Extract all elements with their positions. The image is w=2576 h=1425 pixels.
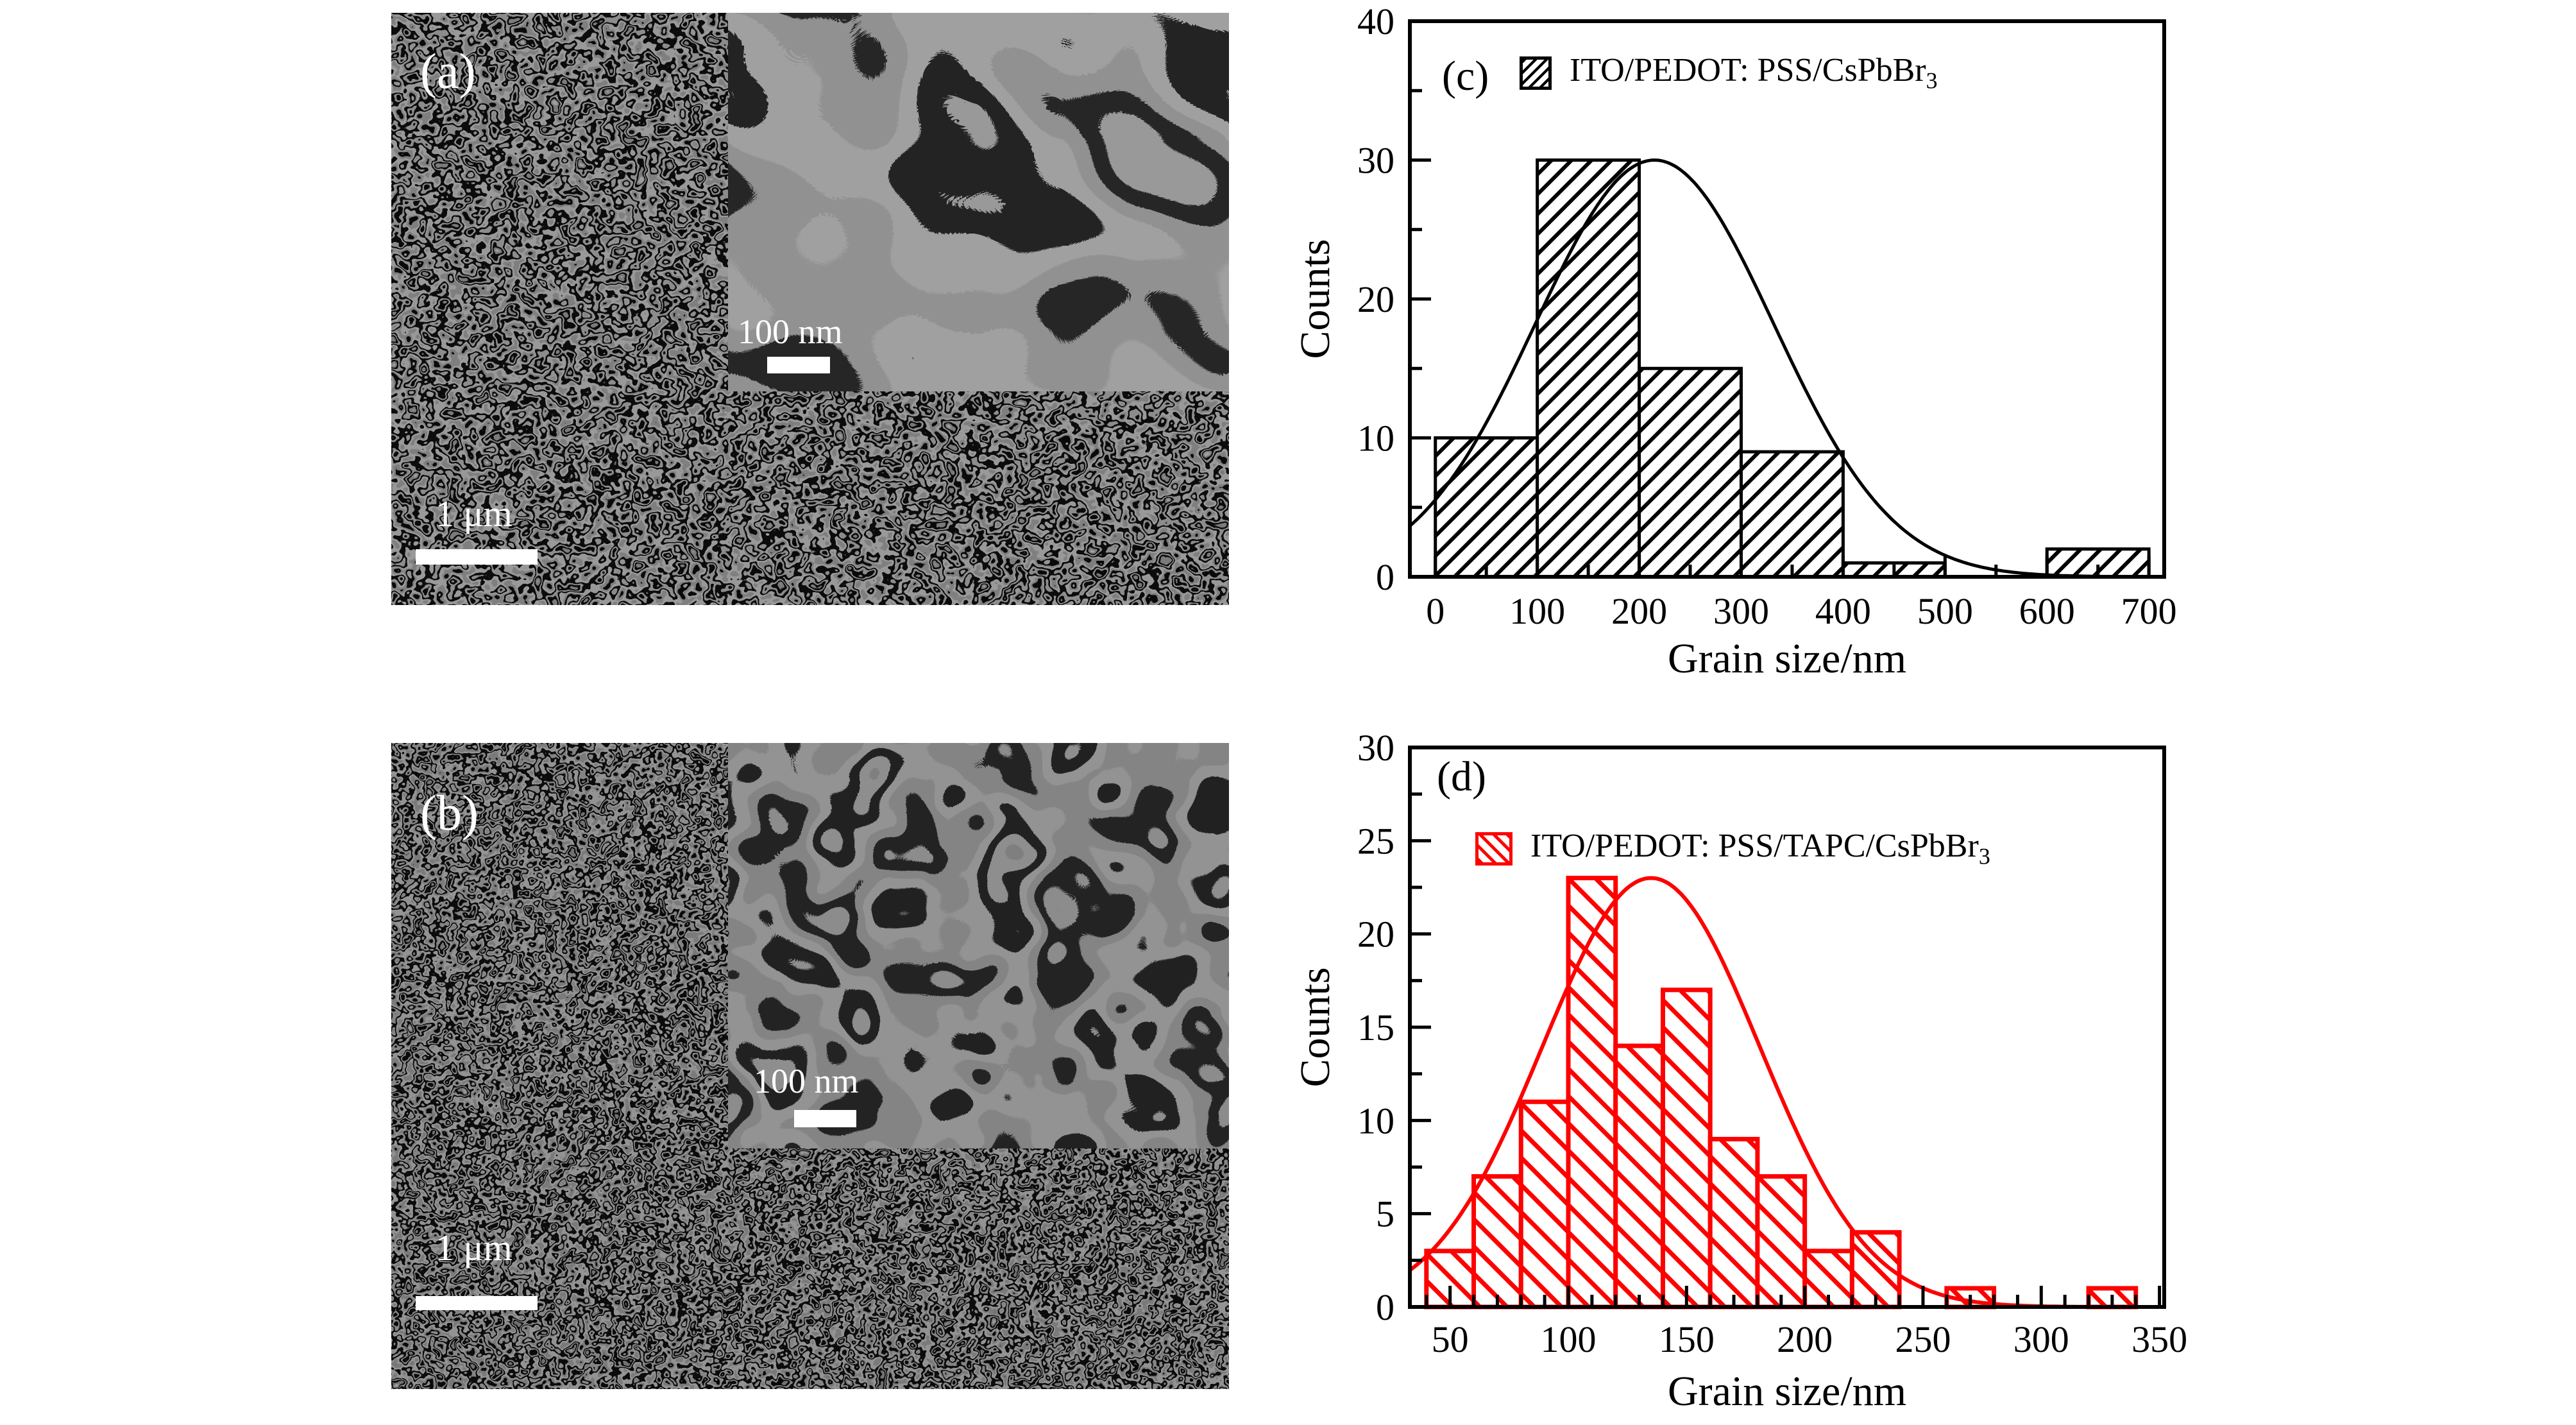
histogram-bar bbox=[1638, 366, 1743, 579]
x-tick-label: 50 bbox=[1432, 1318, 1469, 1360]
y-tick-label: 15 bbox=[1357, 1007, 1394, 1048]
y-tick-label: 30 bbox=[1357, 140, 1394, 182]
plot-frame bbox=[1408, 746, 2166, 1309]
histogram-chart-d: 50 100 150 200 250 300 350 0 5 10 15 20 25 30 Grain si… bbox=[1292, 727, 2187, 1415]
tick-labels: 0 100 200 300 400 500 600 700 0 10 20 30 40 bbox=[1357, 1, 2177, 632]
axis-ticks bbox=[1412, 19, 2151, 579]
sem-texture-a bbox=[391, 13, 1229, 605]
y-tick-label: 0 bbox=[1376, 556, 1394, 598]
y-tick-label: 20 bbox=[1357, 914, 1394, 955]
histogram-bar bbox=[1434, 436, 1539, 579]
chart-d-panel-label: (d) bbox=[1437, 753, 1486, 800]
x-tick-label: 100 bbox=[1540, 1318, 1596, 1360]
y-tick-label: 10 bbox=[1357, 418, 1394, 459]
x-tick-label: 300 bbox=[2013, 1318, 2069, 1360]
chart-d-legend-label-subscript: 3 bbox=[1978, 843, 1990, 869]
histogram-bar bbox=[1660, 987, 1713, 1310]
histogram-bar bbox=[1471, 1174, 1523, 1310]
histogram-bar bbox=[1707, 1136, 1760, 1310]
y-tick-label: 25 bbox=[1357, 820, 1394, 862]
y-tick-label: 0 bbox=[1376, 1286, 1394, 1328]
x-tick-label: 0 bbox=[1426, 590, 1445, 632]
histogram-bar bbox=[1566, 875, 1618, 1310]
x-tick-label: 600 bbox=[2019, 590, 2075, 632]
y-tick-label: 5 bbox=[1376, 1193, 1394, 1235]
x-tick-label: 200 bbox=[1611, 590, 1667, 632]
panel-b-scalebar-label: 1 μm bbox=[436, 1227, 513, 1268]
histogram-bar bbox=[1518, 1099, 1571, 1310]
histogram-bar bbox=[1755, 1174, 1808, 1310]
x-tick-label: 500 bbox=[1917, 590, 1973, 632]
x-tick-label: 700 bbox=[2121, 590, 2177, 632]
x-tick-label: 250 bbox=[1895, 1318, 1951, 1360]
sem-a-inset-grains bbox=[728, 13, 1229, 391]
x-tick-label: 400 bbox=[1815, 590, 1871, 632]
panel-a-inset-scalebar-label: 100 nm bbox=[738, 312, 843, 351]
y-axis-label: Counts bbox=[1292, 967, 1339, 1087]
x-axis-label: Grain size/nm bbox=[1668, 635, 1906, 682]
chart-d-legend-swatch bbox=[1475, 832, 1513, 866]
x-tick-label: 100 bbox=[1509, 590, 1565, 632]
panel-a-inset-scalebar bbox=[767, 357, 830, 373]
x-tick-label: 300 bbox=[1713, 590, 1769, 632]
chart-d-legend-label-text: ITO/PEDOT: PSS/TAPC/CsPbBr bbox=[1530, 828, 1979, 864]
panel-a-scalebar-label: 1 μm bbox=[436, 493, 513, 534]
chart-c-legend-label: ITO/PEDOT: PSS/CsPbBr3 bbox=[1570, 54, 1938, 92]
chart-c-legend-label-subscript: 3 bbox=[1926, 67, 1938, 94]
y-tick-label: 40 bbox=[1357, 1, 1394, 42]
x-tick-label: 200 bbox=[1777, 1318, 1833, 1360]
y-axis-label: Counts bbox=[1292, 239, 1339, 359]
histogram-bar bbox=[1613, 1043, 1665, 1310]
chart-c-legend-label-text: ITO/PEDOT: PSS/CsPbBr bbox=[1570, 52, 1926, 89]
plot-frame bbox=[1408, 19, 2166, 579]
sem-image-a: (a) 1 μm 100 nm bbox=[391, 13, 1229, 605]
chart-d-legend-label: ITO/PEDOT: PSS/TAPC/CsPbBr3 bbox=[1530, 828, 1990, 869]
chart-c-panel-label: (c) bbox=[1442, 53, 1489, 99]
chart-c-legend-swatch bbox=[1520, 56, 1552, 90]
histogram-bars bbox=[1434, 158, 2151, 579]
panel-a-label: (a) bbox=[420, 43, 476, 99]
panel-b-inset-scalebar bbox=[794, 1110, 856, 1127]
tick-labels: 50 100 150 200 250 300 350 0 5 10 15 20 25 30 bbox=[1357, 727, 2187, 1360]
histogram-bar bbox=[1536, 158, 1641, 579]
x-axis-label: Grain size/nm bbox=[1668, 1368, 1906, 1415]
sem-texture-b bbox=[391, 743, 1229, 1389]
chart-d-legend: ITO/PEDOT: PSS/TAPC/CsPbBr3 bbox=[1475, 830, 1990, 867]
panel-b-scalebar bbox=[416, 1296, 538, 1310]
y-tick-label: 30 bbox=[1357, 727, 1394, 769]
axis-ticks bbox=[1412, 746, 2162, 1309]
x-tick-label: 150 bbox=[1659, 1318, 1715, 1360]
chart-c-legend: ITO/PEDOT: PSS/CsPbBr3 bbox=[1520, 54, 1938, 92]
panel-b-label: (b) bbox=[420, 785, 479, 840]
panel-b-inset-scalebar-label: 100 nm bbox=[754, 1062, 859, 1100]
gaussian-fit-curve bbox=[1409, 158, 2164, 579]
y-tick-label: 20 bbox=[1357, 278, 1394, 320]
sem-image-b: (b) 1 μm 100 nm bbox=[391, 743, 1229, 1389]
histogram-chart-c: 0 100 200 300 400 500 600 700 0 10 20 30 40 Grain siz… bbox=[1292, 1, 2177, 682]
histogram-bar bbox=[1739, 450, 1845, 579]
x-tick-label: 350 bbox=[2131, 1318, 2187, 1360]
y-tick-label: 10 bbox=[1357, 1100, 1394, 1141]
sem-b-inset-grains bbox=[728, 743, 1229, 1148]
panel-a-scalebar bbox=[416, 549, 538, 565]
